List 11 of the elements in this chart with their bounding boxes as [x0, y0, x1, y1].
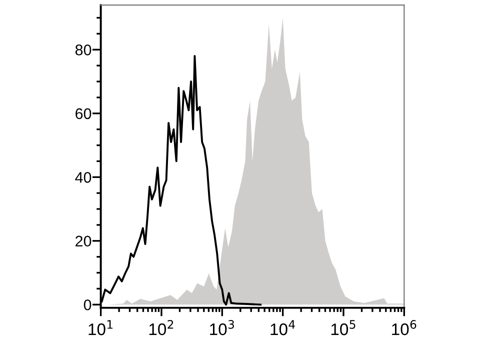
y-tick-label: 40: [75, 172, 92, 183]
x-tick-label: 10$^{5}$: [331, 320, 356, 336]
y-tick-label: 0: [84, 299, 92, 310]
y-tick-label: 80: [75, 44, 92, 56]
x-tick-label: 10$^{2}$: [149, 320, 174, 336]
y-tick-label: 60: [76, 108, 92, 120]
x-tick-label: 10$^{3}$: [210, 320, 234, 336]
x-tick-label: 10$^{4}$: [270, 320, 295, 336]
x-tick-label: 10$^{6}$: [392, 320, 416, 336]
x-tick-label: 10$^{1}$: [88, 320, 113, 336]
y-tick-label: 20: [76, 236, 92, 247]
